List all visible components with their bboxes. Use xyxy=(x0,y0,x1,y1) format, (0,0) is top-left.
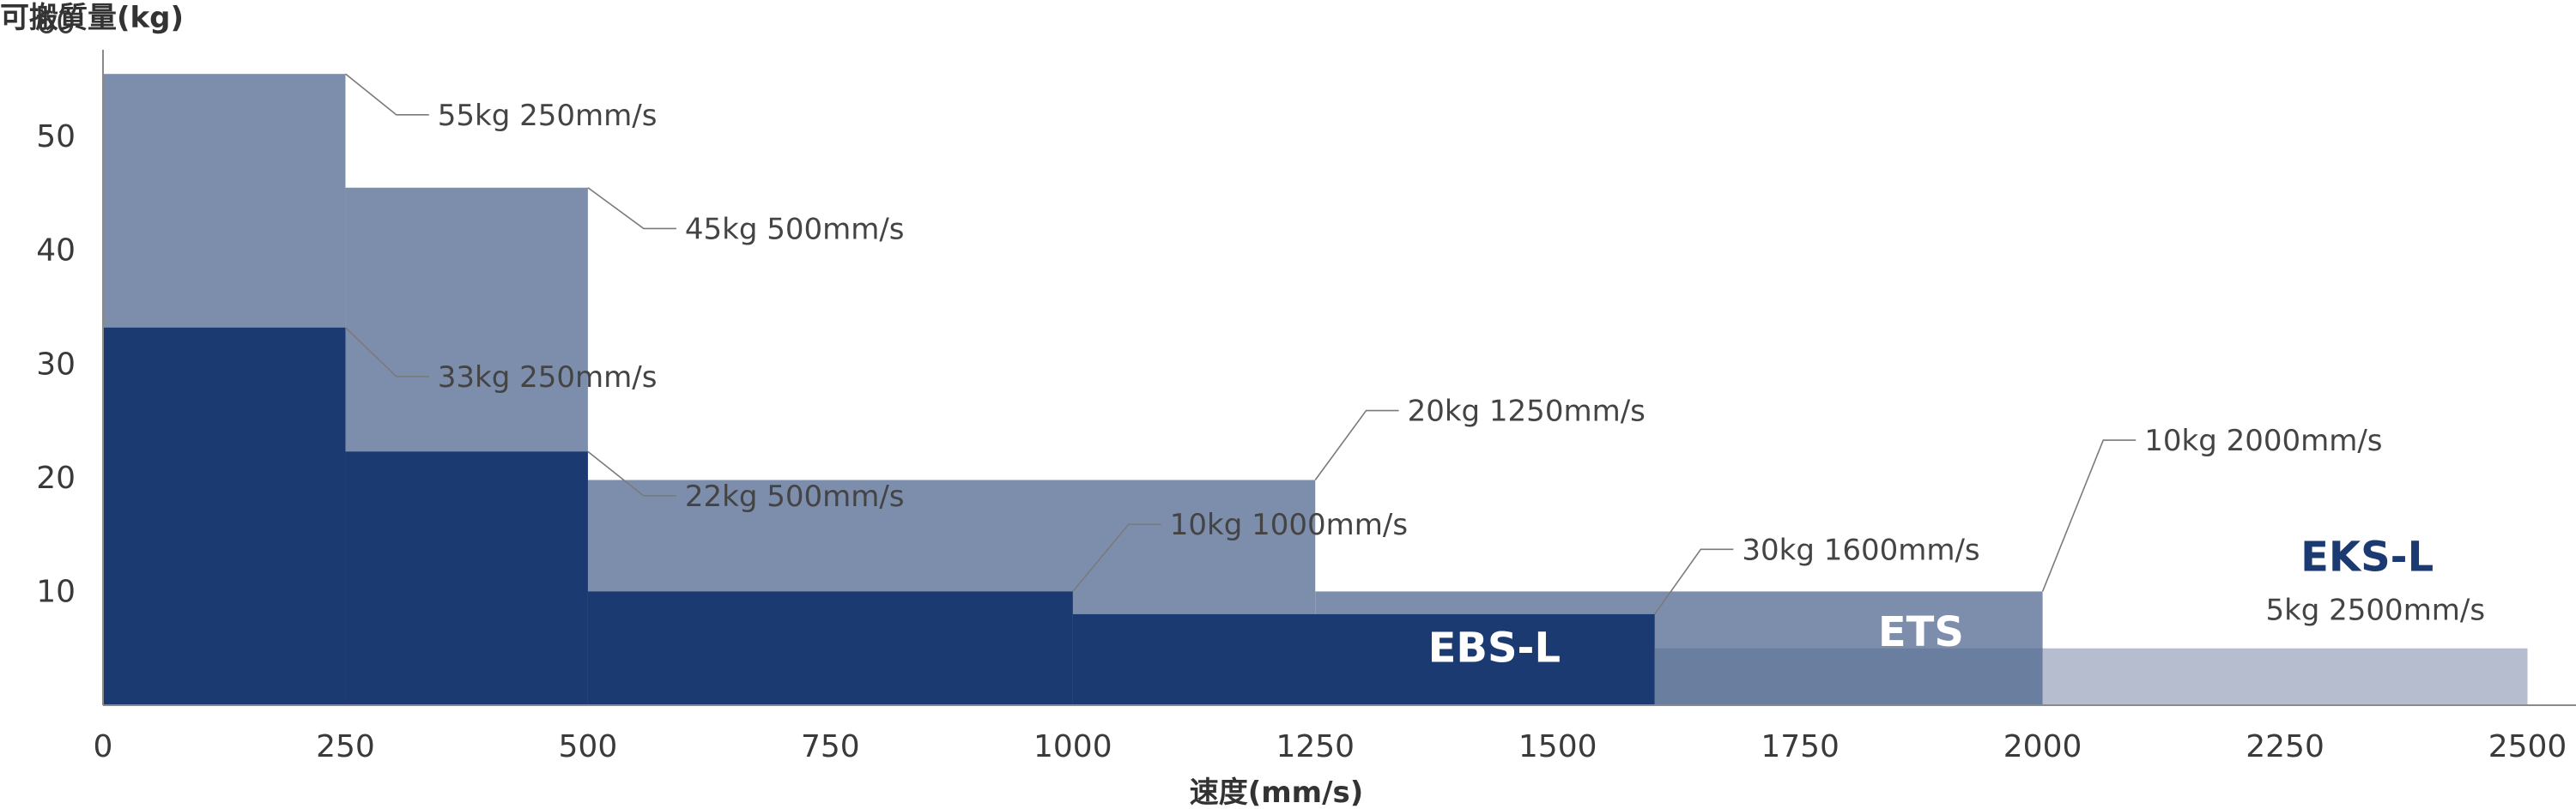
series-label-ets: ETS xyxy=(1878,608,1964,656)
annotation-leader xyxy=(587,187,676,230)
block-ets_overlay-9 xyxy=(1654,648,2043,705)
tick-labels: 0 250 500 750 1000 1250 1500 1750 2000 2250 2500 10… xyxy=(36,6,2567,764)
payload-blocks xyxy=(103,74,2528,706)
y-tick-label: 50 xyxy=(36,119,76,154)
annotations: 55kg 250mm/s 45kg 500mm/s 33kg 250mm/s 22kg… xyxy=(438,99,2485,628)
y-tick-label: 60 xyxy=(36,6,76,41)
x-tick-label: 2000 xyxy=(2003,729,2082,764)
x-tick-label: 1500 xyxy=(1518,729,1597,764)
block-pale-4 xyxy=(2042,648,2528,705)
x-tick-label: 0 xyxy=(94,729,113,764)
x-tick-label: 250 xyxy=(316,729,375,764)
annotation-leaders xyxy=(344,73,2137,615)
annotation-label: 33kg 250mm/s xyxy=(438,360,658,395)
x-axis-label: 速度(mm/s) xyxy=(1190,776,1364,809)
y-tick-label: 10 xyxy=(36,574,76,609)
x-tick-label: 1000 xyxy=(1033,729,1112,764)
annotation-label: 10kg 1000mm/s xyxy=(1170,508,1408,542)
annotation-leader xyxy=(1072,523,1161,592)
x-tick-label: 2250 xyxy=(2246,729,2324,764)
annotation-leader xyxy=(587,450,676,497)
annotation-leader xyxy=(344,73,429,116)
x-tick-label: 2500 xyxy=(2488,729,2567,764)
annotation-label: 20kg 1250mm/s xyxy=(1408,395,1646,429)
block-dark-6 xyxy=(345,451,588,705)
x-tick-label: 1250 xyxy=(1276,729,1355,764)
block-dark-7 xyxy=(587,591,1073,705)
x-tick-label: 500 xyxy=(559,729,618,764)
y-tick-label: 40 xyxy=(36,233,76,269)
x-tick-label: 750 xyxy=(801,729,860,764)
annotation-leader xyxy=(344,327,429,377)
series-label-eks-l: EKS-L xyxy=(2300,534,2434,582)
block-dark-5 xyxy=(103,327,346,705)
annotation-label: 10kg 2000mm/s xyxy=(2144,424,2382,458)
annotation-label: 55kg 250mm/s xyxy=(438,99,658,133)
block-dark-8 xyxy=(1072,613,1655,705)
annotation-label: 5kg 2500mm/s xyxy=(2265,594,2485,628)
annotation-leader xyxy=(1314,409,1399,480)
annotation-label: 45kg 500mm/s xyxy=(685,212,905,246)
y-tick-label: 30 xyxy=(36,347,76,382)
y-axis-label: 可搬質量(kg) xyxy=(0,1,184,35)
series-labels: EBS-L ETS EKS-L xyxy=(1428,534,2434,673)
annotation-label: 30kg 1600mm/s xyxy=(1742,533,1979,567)
x-tick-label: 1750 xyxy=(1761,729,1840,764)
annotation-leader xyxy=(1654,548,1734,615)
annotation-leader xyxy=(2041,439,2137,592)
series-label-ebs-l: EBS-L xyxy=(1428,625,1561,673)
axes xyxy=(102,50,2576,706)
annotation-label: 22kg 500mm/s xyxy=(685,480,905,514)
y-tick-label: 20 xyxy=(36,461,76,496)
